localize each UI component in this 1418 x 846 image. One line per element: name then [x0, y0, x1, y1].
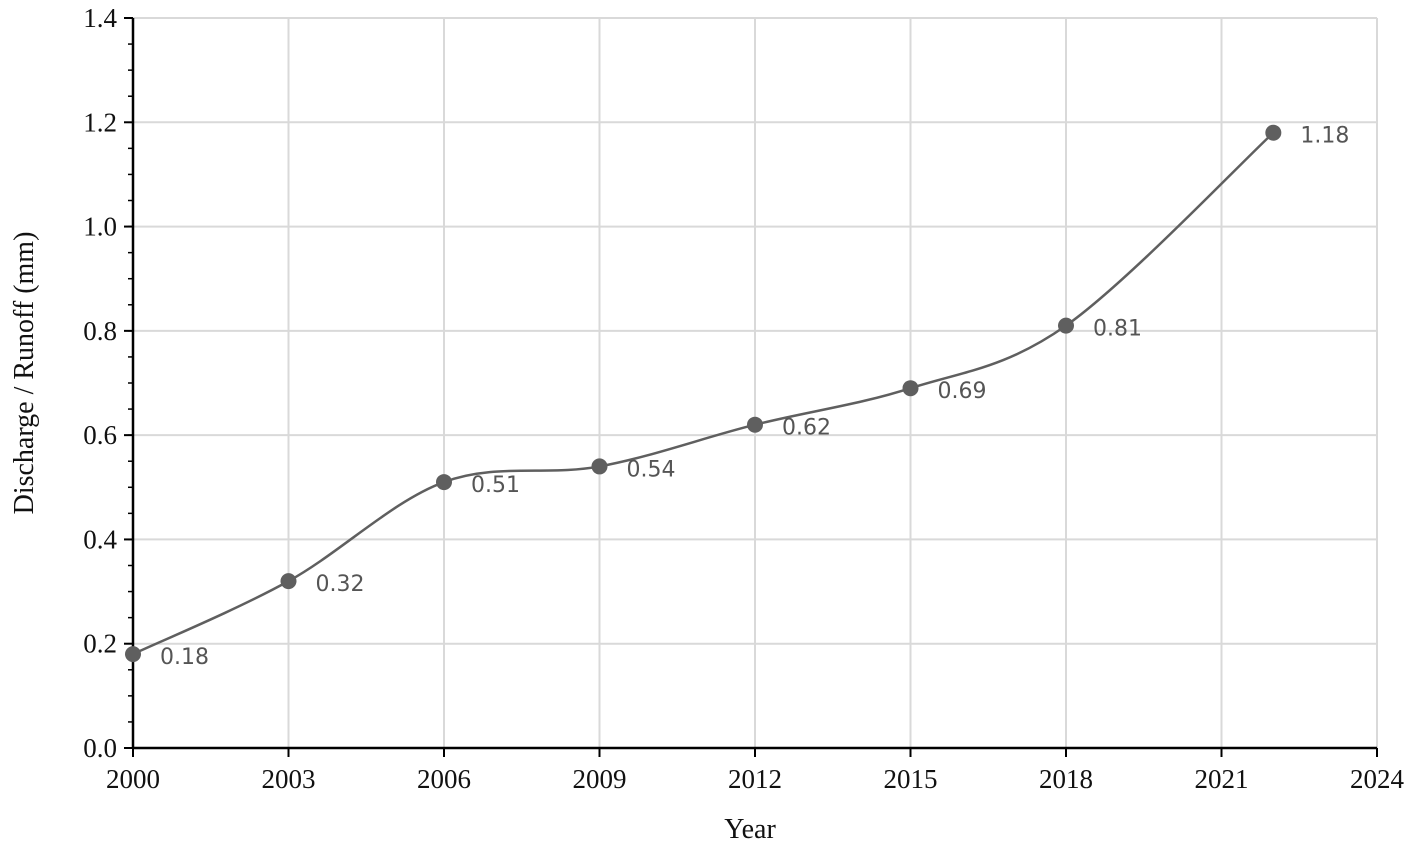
data-label: 0.81 [1093, 317, 1142, 342]
data-label: 0.51 [471, 473, 520, 498]
y-axis-title: Discharge / Runoff (mm) [9, 232, 40, 515]
y-tick-label: 1.2 [83, 107, 117, 137]
data-label: 0.18 [160, 645, 209, 670]
data-label: 0.62 [782, 416, 831, 441]
data-label: 0.69 [938, 379, 987, 404]
data-labels: 0.18 0.32 0.51 0.54 0.62 0.69 0.81 1.18 [160, 124, 1349, 670]
data-point [125, 646, 141, 663]
data-point [591, 458, 608, 475]
data-point [1058, 317, 1074, 334]
axes: 2000 2003 2006 2009 2012 2015 2018 2021 2024 0.0 0… [83, 3, 1404, 794]
x-tick-label: 2021 [1195, 764, 1249, 794]
x-tick-label: 2012 [728, 764, 782, 794]
data-point [280, 573, 297, 590]
y-tick-label: 0.8 [83, 316, 117, 346]
axis-titles: Year Discharge / Runoff (mm) [9, 232, 776, 845]
x-tick-label: 2018 [1039, 764, 1093, 794]
y-tick-label: 0.6 [83, 420, 117, 450]
x-tick-label: 2003 [262, 764, 316, 794]
gridlines [133, 17, 1378, 748]
x-tick-label: 2000 [106, 764, 160, 794]
y-tick-label: 0.2 [83, 629, 117, 659]
y-tick-label: 0.0 [83, 733, 117, 763]
x-tick-label: 2006 [417, 764, 471, 794]
y-tick-label: 1.4 [83, 3, 117, 33]
data-point [1265, 124, 1282, 141]
data-point [436, 474, 452, 491]
data-label: 1.18 [1300, 124, 1349, 149]
series [125, 124, 1282, 663]
x-tick-label: 2009 [573, 764, 627, 794]
data-label: 0.54 [627, 457, 676, 482]
x-tick-label: 2024 [1350, 764, 1405, 794]
y-tick-label: 0.4 [83, 524, 117, 554]
x-tick-label: 2015 [884, 764, 938, 794]
data-point [747, 416, 763, 433]
data-label: 0.32 [316, 572, 365, 597]
series-line [132, 131, 1275, 656]
x-axis-title: Year [724, 814, 776, 845]
data-point [902, 380, 919, 397]
y-tick-label: 1.0 [83, 212, 117, 242]
